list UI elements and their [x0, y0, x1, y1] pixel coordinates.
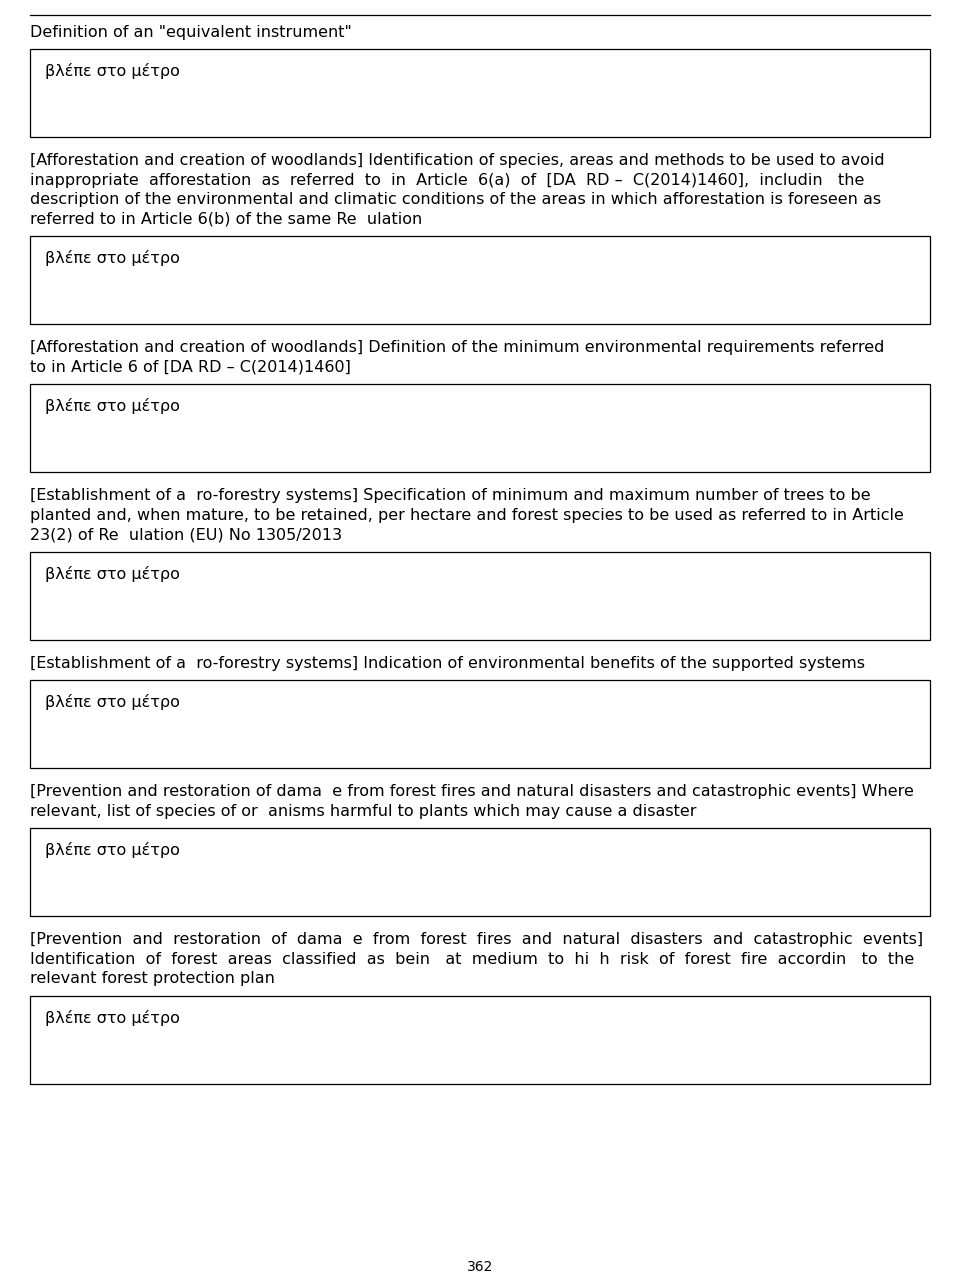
Text: relevant forest protection plan: relevant forest protection plan — [30, 972, 275, 987]
Text: βλέπε στο μέτρο: βλέπε στο μέτρο — [45, 1010, 180, 1026]
FancyBboxPatch shape — [30, 681, 930, 768]
Text: 362: 362 — [467, 1260, 493, 1274]
FancyBboxPatch shape — [30, 385, 930, 472]
Text: βλέπε στο μέτρο: βλέπε στο μέτρο — [45, 251, 180, 266]
Text: Definition of an "equivalent instrument": Definition of an "equivalent instrument" — [30, 24, 351, 40]
Text: βλέπε στο μέτρο: βλέπε στο μέτρο — [45, 843, 180, 858]
Text: to in Article 6 of [DA RD – C(2014)1460]: to in Article 6 of [DA RD – C(2014)1460] — [30, 360, 350, 375]
Text: [Prevention  and  restoration  of  dama  e  from  forest  fires  and  natural  d: [Prevention and restoration of dama e fr… — [30, 933, 924, 947]
FancyBboxPatch shape — [30, 829, 930, 916]
Text: βλέπε στο μέτρο: βλέπε στο μέτρο — [45, 695, 180, 710]
FancyBboxPatch shape — [30, 552, 930, 640]
Text: planted and, when mature, to be retained, per hectare and forest species to be u: planted and, when mature, to be retained… — [30, 508, 904, 523]
Text: referred to in Article 6(b) of the same Re  ulation: referred to in Article 6(b) of the same … — [30, 212, 422, 227]
Text: 23(2) of Re  ulation (EU) No 1305/2013: 23(2) of Re ulation (EU) No 1305/2013 — [30, 528, 342, 543]
Text: [Afforestation and creation of woodlands] Definition of the minimum environmenta: [Afforestation and creation of woodlands… — [30, 341, 884, 355]
Text: relevant, list of species of or  anisms harmful to plants which may cause a disa: relevant, list of species of or anisms h… — [30, 804, 697, 819]
Text: βλέπε στο μέτρο: βλέπε στο μέτρο — [45, 399, 180, 414]
FancyBboxPatch shape — [30, 996, 930, 1084]
Text: inappropriate  afforestation  as  referred  to  in  Article  6(a)  of  [DA  RD –: inappropriate afforestation as referred … — [30, 172, 864, 188]
Text: βλέπε στο μέτρο: βλέπε στο μέτρο — [45, 63, 180, 80]
FancyBboxPatch shape — [30, 49, 930, 138]
Text: [Afforestation and creation of woodlands] Identification of species, areas and m: [Afforestation and creation of woodlands… — [30, 153, 884, 169]
Text: [Establishment of a  ro-forestry systems] Specification of minimum and maximum n: [Establishment of a ro-forestry systems]… — [30, 489, 871, 503]
FancyBboxPatch shape — [30, 237, 930, 324]
Text: description of the environmental and climatic conditions of the areas in which a: description of the environmental and cli… — [30, 193, 881, 207]
Text: Identification  of  forest  areas  classified  as  bein   at  medium  to  hi  h : Identification of forest areas classifie… — [30, 952, 914, 967]
Text: [Prevention and restoration of dama  e from forest fires and natural disasters a: [Prevention and restoration of dama e fr… — [30, 785, 914, 799]
Text: [Establishment of a  ro-forestry systems] Indication of environmental benefits o: [Establishment of a ro-forestry systems]… — [30, 656, 865, 671]
Text: βλέπε στο μέτρο: βλέπε στο μέτρο — [45, 566, 180, 582]
